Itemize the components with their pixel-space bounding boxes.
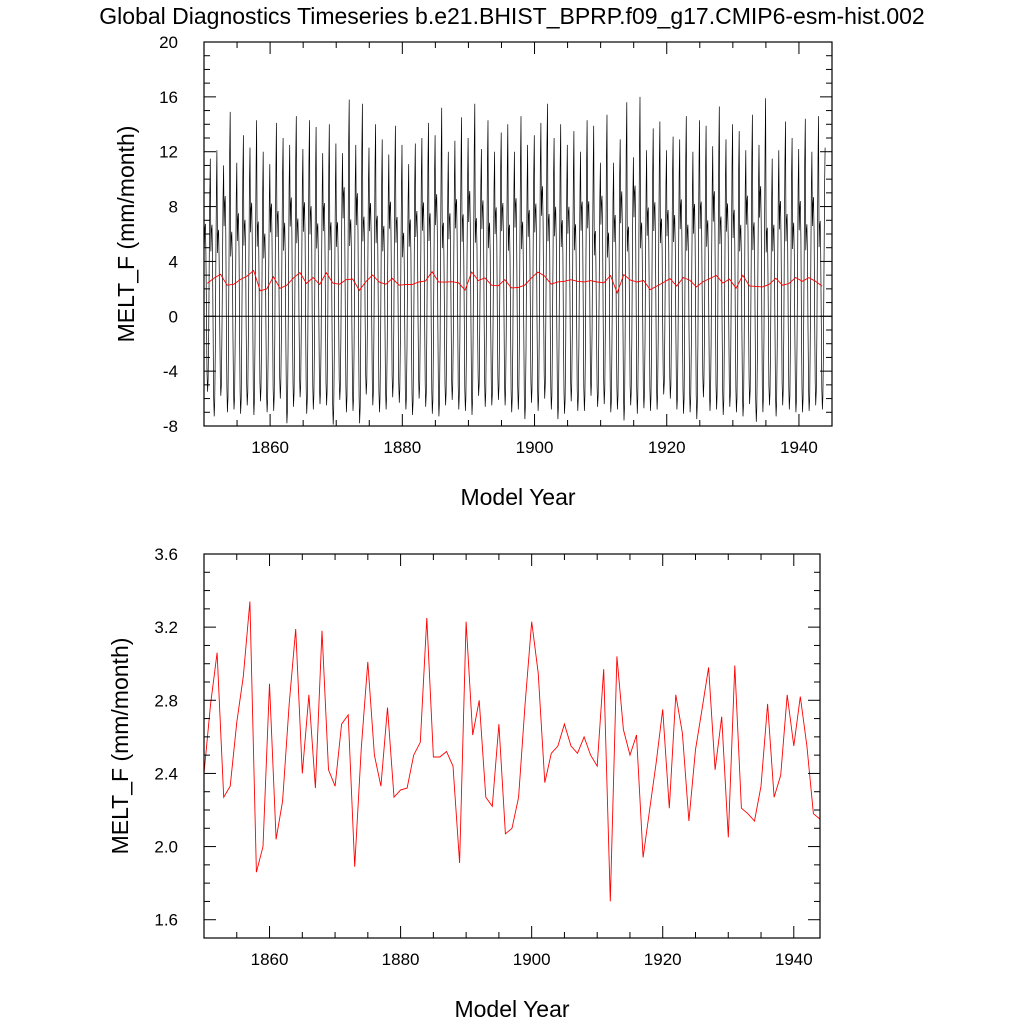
x-tick-label: 1900 [513, 950, 551, 969]
y-tick-label: 2.4 [154, 764, 178, 783]
y-tick-label: 1.6 [154, 911, 178, 930]
y-tick-label: 2.0 [154, 838, 178, 857]
x-tick-label: 1900 [516, 438, 554, 457]
x-tick-label: 1920 [644, 950, 682, 969]
x-axis-label: Model Year [454, 996, 569, 1022]
annual-series-line [203, 601, 821, 902]
y-tick-label: 12 [159, 143, 178, 162]
x-tick-label: 1920 [648, 438, 686, 457]
y-tick-label: 16 [159, 88, 178, 107]
y-axis-label: MELT_F (mm/month) [107, 638, 133, 855]
y-tick-label: 0 [169, 307, 178, 326]
x-axis-label: Model Year [460, 484, 575, 510]
x-tick-label: 1880 [383, 438, 421, 457]
x-tick-label: 1860 [251, 950, 289, 969]
x-tick-label: 1940 [775, 950, 813, 969]
y-tick-label: 4 [169, 252, 178, 271]
y-tick-label: -4 [163, 362, 178, 381]
y-tick-label: 3.2 [154, 618, 178, 637]
y-tick-label: -8 [163, 417, 178, 436]
bottom-panel: 1860 1880 1900 1920 1940 1.6 2.0 2.4 2.8 3.2 3.6 Mo… [107, 545, 821, 1022]
annual-series-line [207, 269, 823, 295]
top-panel: 1860 1880 1900 1920 1940 -8 -4 0 4 8 12 16 20 Model Y… [113, 33, 833, 510]
y-tick-label: 2.8 [154, 691, 178, 710]
x-tick-label: 1860 [251, 438, 289, 457]
figure-title: Global Diagnostics Timeseries b.e21.BHIS… [99, 3, 924, 29]
y-tick-label: 3.6 [154, 545, 178, 564]
y-tick-label: 8 [169, 198, 178, 217]
monthly-series-line [203, 96, 826, 425]
y-axis-label: MELT_F (mm/month) [113, 126, 139, 343]
x-tick-label: 1940 [780, 438, 818, 457]
y-tick-label: 20 [159, 33, 178, 52]
x-tick-label: 1880 [382, 950, 420, 969]
plot-frame [203, 553, 821, 939]
